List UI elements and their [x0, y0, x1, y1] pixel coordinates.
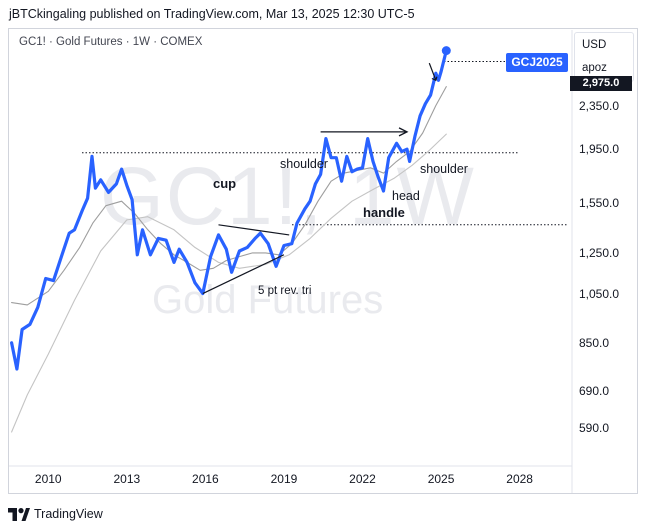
- y-tick-label: 1,950.0: [579, 142, 620, 157]
- annotation-left-shoulder: shoulder: [280, 157, 328, 171]
- symbol-legend[interactable]: GC1! · Gold Futures · 1W · COMEX: [19, 36, 203, 48]
- y-tick-label: 690.0: [579, 384, 610, 399]
- series-ma-slow: [11, 133, 447, 433]
- tradingview-logo[interactable]: TradingView: [8, 505, 103, 523]
- series-ma-fast: [11, 86, 447, 306]
- x-tick-label: 2019: [270, 472, 298, 486]
- breakout-arrow: [428, 62, 438, 82]
- x-tick-label: 2028: [506, 472, 533, 486]
- annotation-handle: handle: [363, 205, 405, 220]
- x-tick-label: 2016: [192, 472, 219, 486]
- scale-mode-label[interactable]: apoz: [582, 62, 607, 74]
- x-tick-label: 2022: [349, 472, 376, 486]
- x-tick-label: 2010: [34, 472, 62, 486]
- symbol-price-tag: GCJ2025: [506, 53, 568, 72]
- tradingview-logo-icon: [8, 507, 30, 521]
- y-tick-label: 1,250.0: [579, 245, 620, 260]
- neckline-arrow-head: [398, 127, 409, 137]
- y-tick-label: 1,550.0: [579, 195, 620, 210]
- price-scale-settings[interactable]: USD apoz: [574, 32, 634, 82]
- last-price-marker: [441, 46, 451, 56]
- trendline-triangle-lower: [202, 254, 285, 295]
- annotation-right-shoulder: shoulder: [420, 162, 468, 176]
- x-tick-label: 2025: [427, 472, 455, 486]
- name-watermark: Gold Futures: [152, 278, 384, 322]
- publisher-line: jBTCkingaling published on TradingView.c…: [9, 7, 415, 21]
- x-tick-label: 2013: [113, 472, 141, 486]
- currency-label[interactable]: USD: [582, 39, 607, 51]
- trendline-triangle-upper: [218, 224, 290, 236]
- annotation-triangle: 5 pt rev. tri: [258, 285, 312, 297]
- series-price: [10, 48, 448, 371]
- brand-name: TradingView: [34, 507, 103, 521]
- annotation-cup: cup: [213, 176, 237, 191]
- last-price-tag: 2,975.0: [570, 76, 632, 91]
- y-tick-label: 850.0: [579, 335, 610, 350]
- chart-pane[interactable]: [8, 28, 638, 494]
- y-tick-label: 2,350.0: [579, 98, 620, 113]
- annotation-head: head: [392, 189, 420, 203]
- y-tick-label: 590.0: [579, 421, 610, 435]
- y-tick-label: 1,050.0: [579, 286, 620, 301]
